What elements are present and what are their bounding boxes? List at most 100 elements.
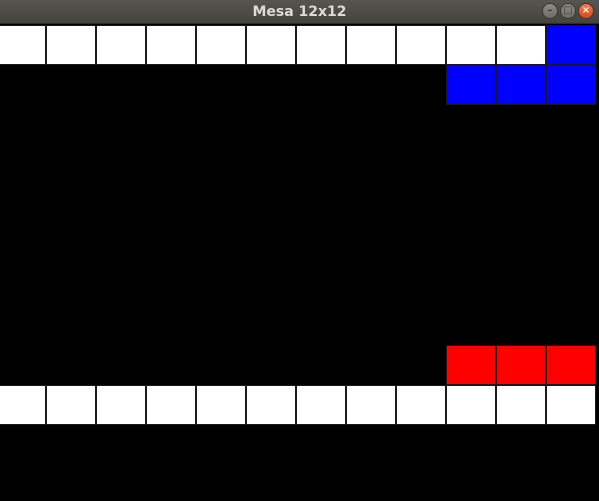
- board-cell-black[interactable]: [296, 145, 346, 185]
- board-cell-white[interactable]: [346, 385, 396, 425]
- board-cell-black[interactable]: [446, 265, 496, 305]
- board-cell-blue[interactable]: [496, 65, 546, 105]
- board-cell-black[interactable]: [246, 185, 296, 225]
- board-cell-black[interactable]: [146, 345, 196, 385]
- board-cell-white[interactable]: [546, 385, 596, 425]
- board-cell-black[interactable]: [146, 265, 196, 305]
- board-cell-white[interactable]: [496, 385, 546, 425]
- title-bar[interactable]: Mesa 12x12 – □ ×: [0, 0, 599, 24]
- board-cell-black[interactable]: [146, 65, 196, 105]
- board-cell-black[interactable]: [346, 145, 396, 185]
- board-cell-black[interactable]: [546, 185, 596, 225]
- minimize-button[interactable]: –: [542, 3, 558, 19]
- board-cell-black[interactable]: [496, 105, 546, 145]
- board-cell-white[interactable]: [146, 385, 196, 425]
- board-cell-black[interactable]: [296, 345, 346, 385]
- board-cell-black[interactable]: [196, 265, 246, 305]
- board-cell-black[interactable]: [46, 65, 96, 105]
- board-cell-white[interactable]: [196, 25, 246, 65]
- board-cell-black[interactable]: [446, 225, 496, 265]
- board-cell-black[interactable]: [0, 185, 46, 225]
- board-cell-black[interactable]: [246, 105, 296, 145]
- board-cell-white[interactable]: [446, 25, 496, 65]
- board-cell-black[interactable]: [546, 225, 596, 265]
- board-cell-black[interactable]: [96, 225, 146, 265]
- board-cell-black[interactable]: [396, 305, 446, 345]
- game-board[interactable]: [0, 24, 599, 501]
- board-cell-black[interactable]: [396, 265, 446, 305]
- board-cell-white[interactable]: [246, 385, 296, 425]
- board-cell-black[interactable]: [0, 345, 46, 385]
- board-cell-black[interactable]: [346, 345, 396, 385]
- board-cell-black[interactable]: [46, 265, 96, 305]
- board-cell-white[interactable]: [96, 385, 146, 425]
- board-cell-black[interactable]: [346, 305, 396, 345]
- board-cell-black[interactable]: [196, 65, 246, 105]
- board-cell-black[interactable]: [346, 185, 396, 225]
- board-cell-black[interactable]: [246, 145, 296, 185]
- board-cell-black[interactable]: [246, 265, 296, 305]
- board-cell-black[interactable]: [296, 225, 346, 265]
- board-cell-black[interactable]: [46, 185, 96, 225]
- board-cell-black[interactable]: [96, 105, 146, 145]
- board-cell-black[interactable]: [146, 225, 196, 265]
- board-cell-black[interactable]: [96, 65, 146, 105]
- maximize-button[interactable]: □: [560, 3, 576, 19]
- board-cell-black[interactable]: [246, 225, 296, 265]
- board-cell-black[interactable]: [196, 105, 246, 145]
- board-cell-black[interactable]: [0, 265, 46, 305]
- board-cell-black[interactable]: [496, 265, 546, 305]
- board-cell-white[interactable]: [396, 385, 446, 425]
- board-cell-black[interactable]: [146, 105, 196, 145]
- board-cell-white[interactable]: [196, 385, 246, 425]
- board-cell-black[interactable]: [96, 305, 146, 345]
- board-cell-red[interactable]: [546, 345, 596, 385]
- board-cell-black[interactable]: [0, 145, 46, 185]
- board-cell-black[interactable]: [396, 225, 446, 265]
- board-cell-blue[interactable]: [546, 65, 596, 105]
- board-cell-black[interactable]: [96, 265, 146, 305]
- board-cell-black[interactable]: [346, 65, 396, 105]
- board-cell-white[interactable]: [46, 385, 96, 425]
- board-cell-white[interactable]: [0, 25, 46, 65]
- board-cell-black[interactable]: [146, 145, 196, 185]
- board-cell-black[interactable]: [346, 225, 396, 265]
- board-cell-black[interactable]: [496, 185, 546, 225]
- board-cell-black[interactable]: [296, 185, 346, 225]
- board-cell-black[interactable]: [396, 345, 446, 385]
- board-cell-black[interactable]: [196, 145, 246, 185]
- board-cell-black[interactable]: [46, 345, 96, 385]
- board-cell-blue[interactable]: [446, 65, 496, 105]
- board-cell-black[interactable]: [96, 145, 146, 185]
- board-cell-white[interactable]: [396, 25, 446, 65]
- board-cell-black[interactable]: [346, 105, 396, 145]
- board-cell-black[interactable]: [246, 305, 296, 345]
- board-cell-black[interactable]: [546, 105, 596, 145]
- board-cell-black[interactable]: [496, 305, 546, 345]
- board-cell-black[interactable]: [296, 105, 346, 145]
- board-cell-black[interactable]: [546, 305, 596, 345]
- board-cell-white[interactable]: [96, 25, 146, 65]
- board-cell-black[interactable]: [0, 65, 46, 105]
- board-cell-black[interactable]: [196, 345, 246, 385]
- board-cell-black[interactable]: [396, 65, 446, 105]
- board-cell-black[interactable]: [96, 345, 146, 385]
- board-cell-black[interactable]: [496, 145, 546, 185]
- board-cell-white[interactable]: [0, 385, 46, 425]
- board-cell-black[interactable]: [446, 305, 496, 345]
- board-cell-black[interactable]: [0, 105, 46, 145]
- board-cell-white[interactable]: [46, 25, 96, 65]
- board-cell-black[interactable]: [396, 105, 446, 145]
- board-cell-black[interactable]: [0, 305, 46, 345]
- board-cell-black[interactable]: [446, 105, 496, 145]
- board-cell-red[interactable]: [496, 345, 546, 385]
- board-cell-black[interactable]: [346, 265, 396, 305]
- board-cell-black[interactable]: [46, 105, 96, 145]
- board-cell-black[interactable]: [296, 65, 346, 105]
- board-cell-white[interactable]: [496, 25, 546, 65]
- board-cell-black[interactable]: [446, 145, 496, 185]
- close-button[interactable]: ×: [578, 3, 594, 19]
- board-cell-white[interactable]: [446, 385, 496, 425]
- board-cell-black[interactable]: [46, 225, 96, 265]
- board-cell-black[interactable]: [46, 305, 96, 345]
